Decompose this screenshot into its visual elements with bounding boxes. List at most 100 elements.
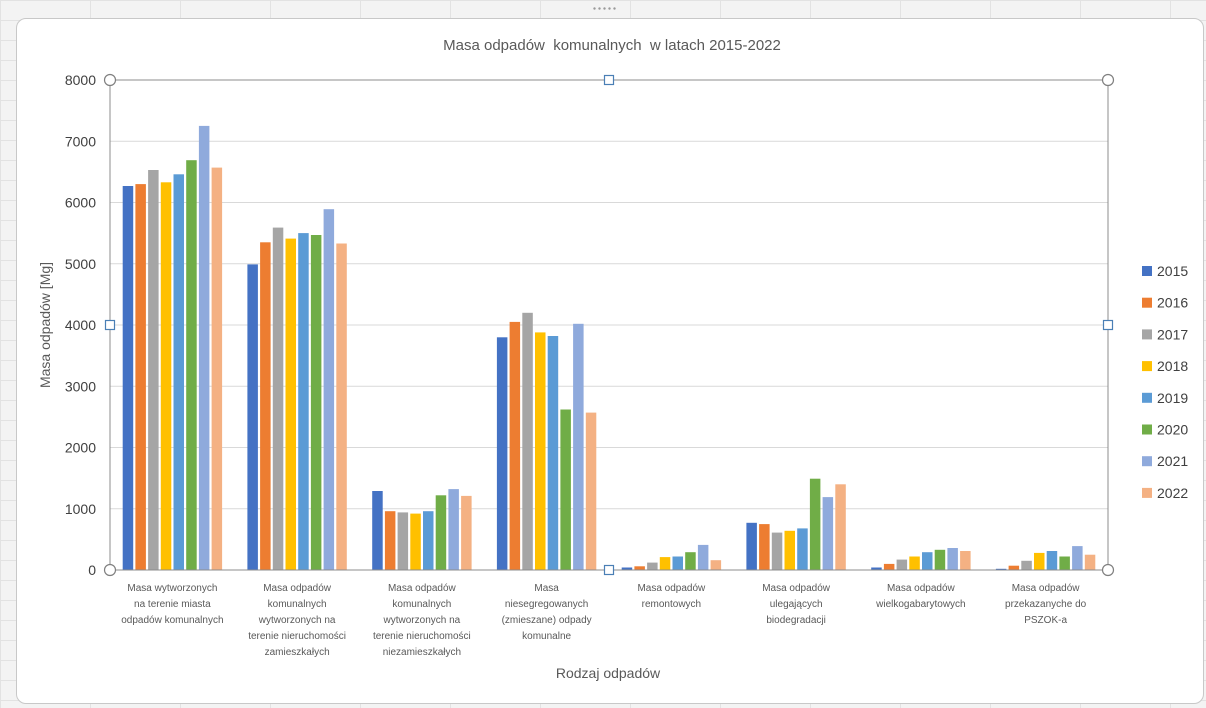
x-category-label-line: komunalnych bbox=[392, 599, 451, 610]
legend-swatch-2021 bbox=[1142, 456, 1152, 467]
x-category-label-line: Masa odpadów bbox=[887, 583, 956, 594]
x-category-label-line: Masa wytworzonych bbox=[127, 583, 217, 594]
x-axis-category-labels: Masa wytworzonych na terenie miasta odpadó… bbox=[121, 583, 1086, 658]
x-category-label-line: remontowych bbox=[642, 599, 701, 610]
bar-2018-cat1 bbox=[160, 182, 172, 571]
bar-2022-cat2 bbox=[336, 243, 347, 570]
chart-title: Masa odpadów komunalnych w latach 2015-2… bbox=[443, 37, 781, 54]
corner-resize-handle[interactable] bbox=[103, 73, 117, 87]
bar-2020-cat5 bbox=[685, 552, 696, 570]
x-category-label: Masa odpadów wielkogabarytowych bbox=[875, 583, 966, 610]
bar-2022-cat4 bbox=[585, 412, 597, 570]
bars bbox=[122, 125, 1096, 571]
bar-2021-cat6 bbox=[822, 497, 834, 570]
legend-label-2017: 2017 bbox=[1157, 326, 1188, 342]
bar-2015-cat3 bbox=[372, 491, 383, 570]
x-category-label: Masa wytworzonych na terenie miasta odpadó… bbox=[121, 583, 223, 626]
bar-2016-cat5 bbox=[634, 566, 645, 570]
bar-2016-cat3 bbox=[384, 511, 396, 570]
legend-swatch-2015 bbox=[1142, 266, 1152, 276]
x-category-label-line: ulegających bbox=[770, 599, 823, 610]
legend[interactable]: 2015 2016 2017 2018 2019 2020 2021 2022 bbox=[1142, 263, 1188, 501]
x-category-label-line: na terenie miasta bbox=[134, 599, 211, 610]
y-tick-label: 7000 bbox=[65, 133, 96, 149]
bar-2015-cat2 bbox=[247, 264, 258, 570]
x-axis-title: Rodzaj odpadów bbox=[556, 665, 661, 681]
plot-area-selection-handles[interactable] bbox=[103, 73, 1115, 577]
bar-2015-cat8 bbox=[995, 568, 1007, 570]
x-category-label-line: PSZOK-a bbox=[1024, 615, 1067, 626]
bar-2019-cat5 bbox=[672, 556, 683, 570]
y-axis-ticks: 0 1000 2000 3000 4000 5000 6000 7000 8000 bbox=[65, 72, 96, 578]
resize-grip[interactable] bbox=[592, 6, 618, 11]
bar-2017-cat4 bbox=[522, 312, 533, 571]
bar-2016-cat7 bbox=[883, 563, 895, 570]
x-category-label-line: biodegradacji bbox=[766, 615, 826, 626]
y-tick-label: 5000 bbox=[65, 256, 96, 272]
x-category-label-line: niesegregowanych bbox=[505, 599, 588, 610]
edge-resize-handle[interactable] bbox=[104, 319, 116, 331]
bar-2021-cat8 bbox=[1072, 546, 1083, 570]
legend-label-2020: 2020 bbox=[1157, 422, 1188, 438]
x-category-label-line: terenie nieruchomości bbox=[248, 631, 346, 642]
y-tick-label: 8000 bbox=[65, 72, 96, 88]
bar-2015-cat1 bbox=[122, 186, 134, 570]
edge-resize-handle[interactable] bbox=[1102, 319, 1114, 331]
bar-2017-cat7 bbox=[896, 559, 908, 570]
bar-2015-cat6 bbox=[746, 522, 757, 570]
bar-2018-cat5 bbox=[659, 557, 671, 570]
bar-2018-cat2 bbox=[285, 238, 296, 570]
y-tick-label: 0 bbox=[88, 562, 96, 578]
bar-2016-cat1 bbox=[135, 184, 146, 570]
legend-label-2022: 2022 bbox=[1157, 485, 1188, 501]
bar-2021-cat1 bbox=[198, 125, 210, 571]
y-axis-title: Masa odpadów [Mg] bbox=[37, 262, 53, 388]
corner-resize-handle[interactable] bbox=[1101, 73, 1115, 87]
bar-2018-cat8 bbox=[1034, 552, 1045, 570]
x-category-label: Masa odpadów komunalnych wytworzonych na te… bbox=[373, 583, 471, 658]
bar-2022-cat3 bbox=[461, 495, 472, 570]
bar-2020-cat4 bbox=[560, 409, 571, 570]
bar-2020-cat2 bbox=[310, 235, 322, 570]
x-category-label-line: Masa odpadów bbox=[762, 583, 831, 594]
y-tick-label: 2000 bbox=[65, 440, 96, 456]
legend-label-2021: 2021 bbox=[1157, 453, 1188, 469]
bar-2022-cat7 bbox=[960, 551, 971, 570]
x-category-label-line: zamieszkałych bbox=[265, 647, 330, 658]
bar-2021-cat3 bbox=[448, 489, 459, 570]
edge-resize-handle[interactable] bbox=[603, 74, 615, 86]
x-category-label-line: Masa odpadów bbox=[1012, 583, 1081, 594]
legend-swatch-2019 bbox=[1142, 392, 1152, 403]
y-tick-label: 3000 bbox=[65, 378, 96, 394]
corner-resize-handle[interactable] bbox=[1101, 563, 1115, 577]
x-category-label-line: wielkogabarytowych bbox=[875, 599, 966, 610]
x-category-label-line: komunalne bbox=[522, 631, 571, 642]
bar-2017-cat6 bbox=[771, 532, 783, 570]
bar-2021-cat2 bbox=[323, 209, 335, 570]
x-category-label-line: wytworzonych na bbox=[258, 615, 336, 626]
x-category-label: Masa odpadów ulegających biodegradacji bbox=[762, 583, 831, 626]
x-category-label-line: wytworzonych na bbox=[383, 615, 461, 626]
bar-2016-cat4 bbox=[509, 321, 521, 570]
bar-2015-cat4 bbox=[496, 337, 508, 571]
x-category-label-line: komunalnych bbox=[268, 599, 327, 610]
legend-swatch-2018 bbox=[1142, 361, 1152, 372]
legend-label-2019: 2019 bbox=[1157, 390, 1188, 406]
bar-2016-cat6 bbox=[759, 524, 770, 570]
gridlines bbox=[110, 79, 1108, 571]
bar-2020-cat3 bbox=[435, 495, 447, 570]
bar-2016-cat2 bbox=[260, 242, 271, 571]
bar-2020-cat6 bbox=[809, 478, 821, 570]
corner-resize-handle[interactable] bbox=[103, 563, 117, 577]
bar-2018-cat6 bbox=[784, 530, 795, 570]
bar-2019-cat1 bbox=[173, 174, 184, 571]
bar-2022-cat1 bbox=[211, 167, 223, 570]
x-category-label-line: terenie nieruchomości bbox=[373, 631, 471, 642]
x-category-label-line: Masa odpadów bbox=[263, 583, 332, 594]
bar-2021-cat5 bbox=[697, 544, 709, 570]
bar-2017-cat8 bbox=[1021, 560, 1032, 570]
bar-2021-cat7 bbox=[947, 548, 958, 570]
edge-resize-handle[interactable] bbox=[603, 564, 615, 576]
y-tick-label: 4000 bbox=[65, 317, 96, 333]
